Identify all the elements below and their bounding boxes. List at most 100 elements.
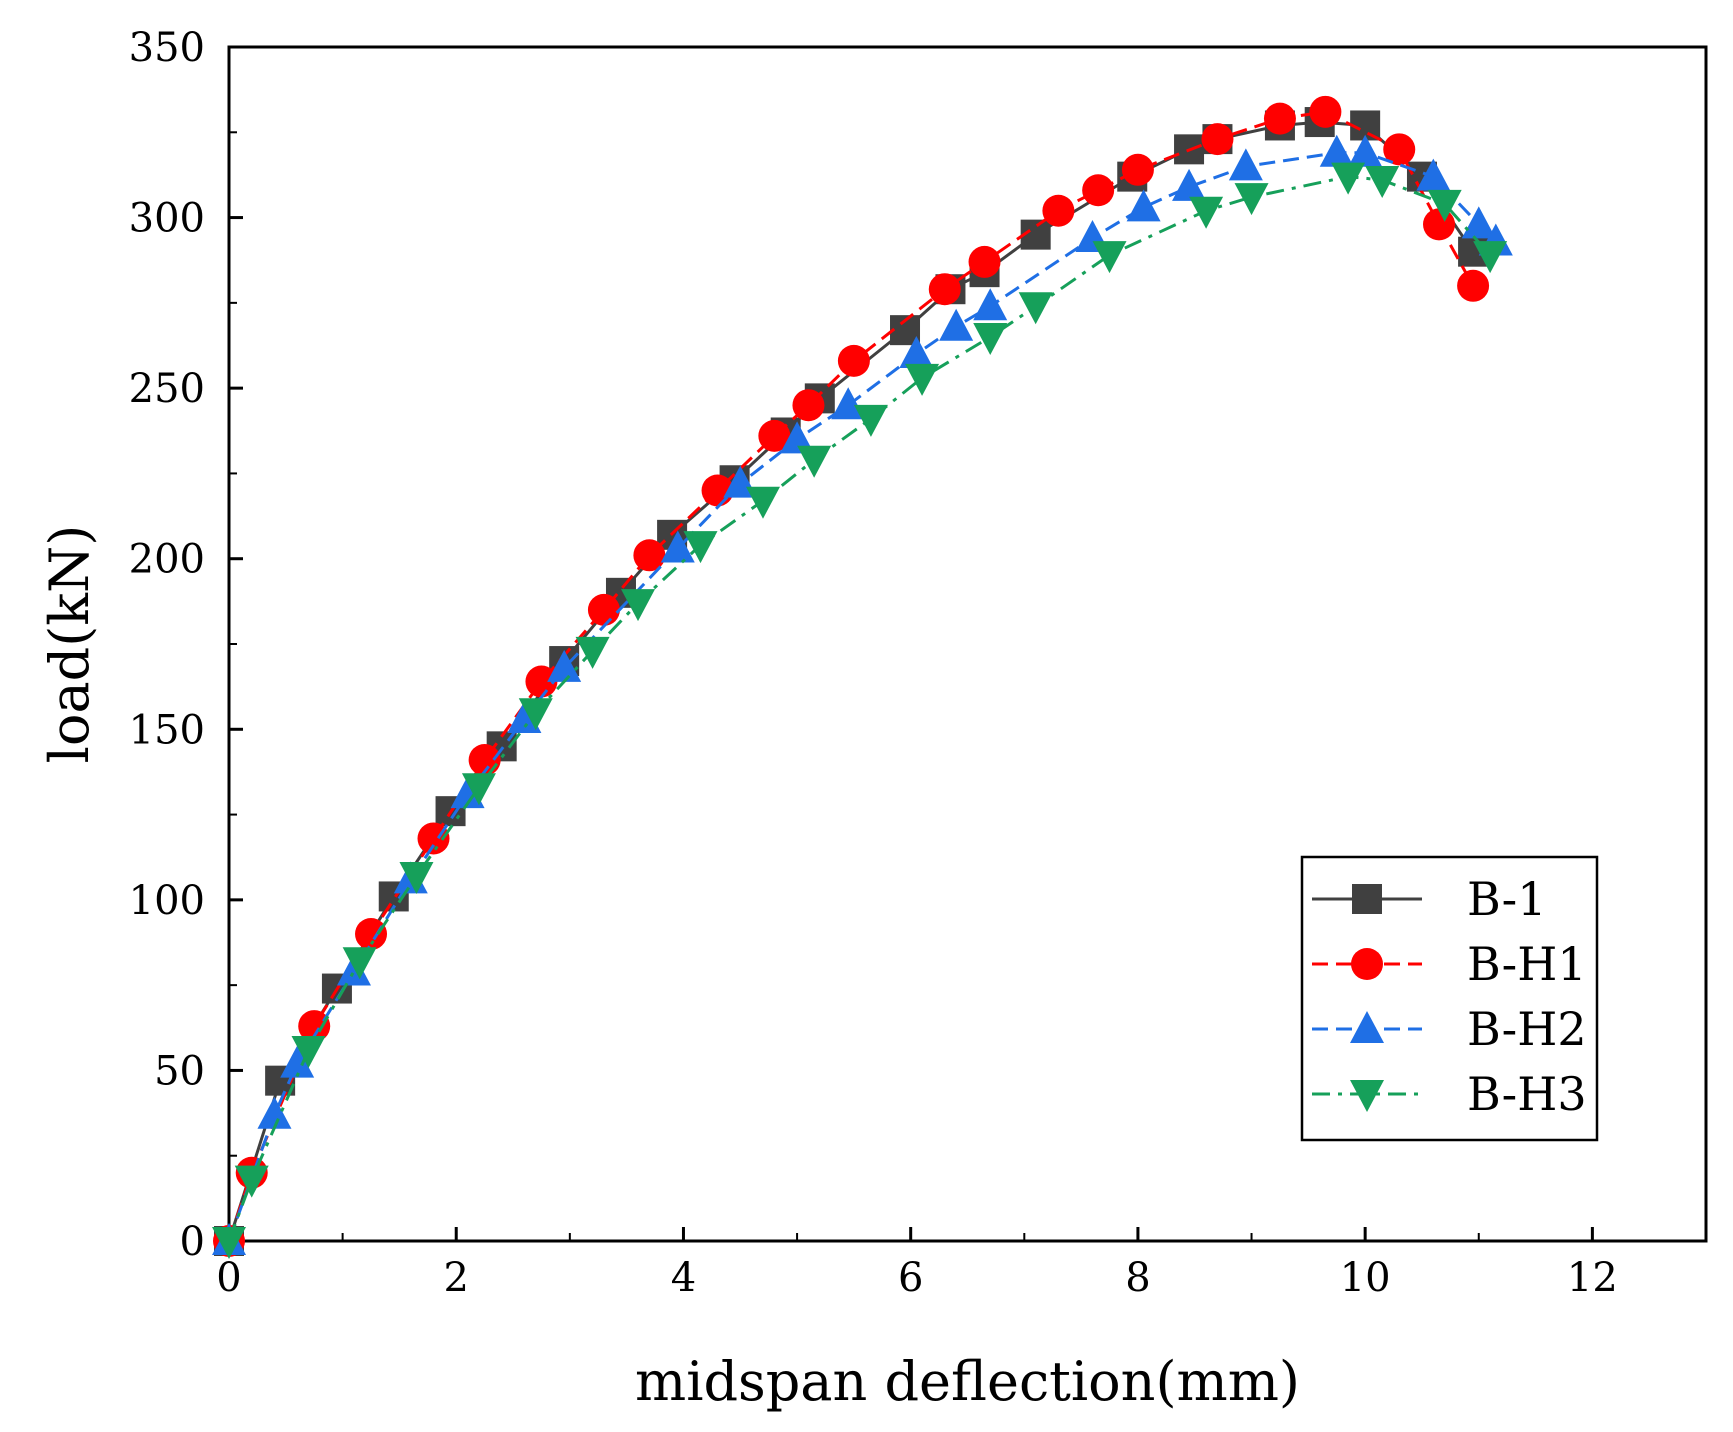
y-tick-label: 350 — [129, 25, 205, 71]
data-point — [507, 701, 542, 734]
legend-item: B-H3 — [1312, 1067, 1587, 1121]
data-point — [1189, 196, 1224, 229]
y-tick-label: 300 — [129, 196, 205, 242]
data-point — [1461, 206, 1496, 239]
data-point — [461, 773, 496, 806]
data-point — [683, 531, 718, 564]
legend-label: B-1 — [1467, 872, 1546, 926]
data-point — [1319, 134, 1354, 167]
x-tick-label: 0 — [216, 1255, 241, 1301]
y-tick-label: 50 — [154, 1048, 205, 1094]
data-point — [621, 589, 656, 622]
data-point — [1092, 241, 1127, 274]
data-point — [280, 1045, 315, 1078]
data-point — [257, 1096, 292, 1129]
y-tick-label: 100 — [129, 878, 205, 924]
data-point — [1234, 183, 1269, 216]
data-point — [1331, 162, 1366, 195]
data-point — [575, 636, 610, 669]
data-point — [853, 404, 888, 437]
data-point — [1427, 189, 1462, 222]
data-point — [1423, 208, 1456, 241]
data-point — [336, 953, 371, 986]
data-point — [1416, 158, 1451, 191]
data-point — [780, 421, 815, 454]
data-point — [547, 649, 582, 682]
legend-marker — [1351, 948, 1383, 980]
data-point — [973, 288, 1008, 321]
data-point — [525, 665, 558, 698]
data-point — [928, 273, 961, 306]
data-point — [399, 861, 434, 894]
data-point — [973, 322, 1008, 355]
data-point — [1018, 292, 1053, 325]
legend-item: B-1 — [1312, 872, 1546, 926]
y-tick-label: 0 — [180, 1219, 205, 1265]
legend-item: B-H2 — [1312, 1002, 1587, 1056]
data-point — [450, 776, 485, 809]
data-point — [1457, 269, 1490, 302]
x-tick-label: 6 — [898, 1255, 923, 1301]
y-axis-title: load(kN) — [38, 525, 101, 764]
data-point — [1348, 134, 1383, 167]
data-point — [212, 1227, 246, 1259]
series-B-H3 — [212, 162, 1508, 1259]
data-point — [1365, 166, 1400, 199]
legend-label: B-H2 — [1467, 1002, 1587, 1056]
data-point — [745, 486, 780, 519]
y-tick-label: 250 — [129, 366, 205, 412]
y-tick-label: 150 — [129, 707, 205, 753]
series-B-1 — [214, 107, 1489, 1256]
data-point — [291, 1035, 326, 1068]
data-point — [899, 336, 934, 369]
data-point — [758, 419, 791, 452]
data-point — [1201, 123, 1234, 156]
data-point — [792, 389, 825, 422]
data-point — [633, 539, 666, 572]
x-axis: 0 2 4 6 8 10 12 — [216, 1227, 1618, 1301]
legend-label: B-H1 — [1467, 937, 1587, 991]
data-point — [234, 1165, 269, 1198]
y-tick-label: 200 — [129, 537, 205, 583]
data-point — [1082, 174, 1115, 207]
data-point — [1473, 241, 1508, 274]
legend-marker — [1350, 1011, 1384, 1043]
series-B-H1 — [213, 95, 1490, 1257]
data-point — [298, 1010, 331, 1043]
x-tick-label: 8 — [1125, 1255, 1150, 1301]
data-point — [417, 822, 450, 855]
x-axis-title: midspan deflection(mm) — [635, 1350, 1300, 1413]
data-point — [1172, 168, 1207, 201]
data-point — [355, 917, 388, 950]
data-point — [939, 308, 974, 341]
data-point — [1042, 194, 1075, 227]
x-tick-label: 2 — [444, 1255, 469, 1301]
data-point — [1121, 153, 1154, 186]
series-layer — [212, 95, 1513, 1259]
x-tick-label: 4 — [671, 1255, 696, 1301]
y-axis: 0 50 100 150 200 250 300 350 — [129, 25, 243, 1265]
legend: B-1 B-H1 B-H2 B-H3 — [1300, 855, 1599, 1142]
data-point — [587, 593, 620, 626]
series-line — [227, 120, 1475, 1242]
data-point — [797, 445, 832, 478]
data-point — [831, 387, 866, 420]
x-tick-label: 10 — [1340, 1255, 1391, 1301]
data-point — [1263, 102, 1296, 135]
data-point — [342, 947, 377, 980]
series-line — [227, 110, 1475, 1242]
data-point — [968, 245, 1001, 278]
data-point — [837, 344, 870, 377]
legend-label: B-H3 — [1467, 1067, 1587, 1121]
data-point — [518, 698, 553, 731]
series-B-H2 — [212, 134, 1513, 1255]
data-point — [660, 530, 695, 563]
x-tick-label: 12 — [1567, 1255, 1618, 1301]
legend-marker — [1350, 1080, 1384, 1112]
data-point — [1309, 95, 1342, 128]
data-point — [905, 363, 940, 396]
legend-item: B-H1 — [1312, 937, 1587, 991]
data-point — [1228, 148, 1263, 181]
